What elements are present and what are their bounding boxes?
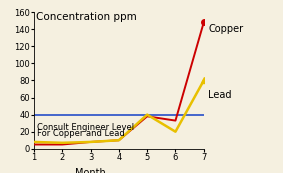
- Text: Month: Month: [75, 168, 106, 173]
- Text: Concentration ppm: Concentration ppm: [36, 12, 136, 22]
- Text: Consult Engineer Level: Consult Engineer Level: [37, 123, 134, 132]
- Text: Copper: Copper: [208, 24, 243, 34]
- Text: Lead: Lead: [208, 90, 231, 100]
- Text: For Copper and Lead: For Copper and Lead: [37, 129, 125, 138]
